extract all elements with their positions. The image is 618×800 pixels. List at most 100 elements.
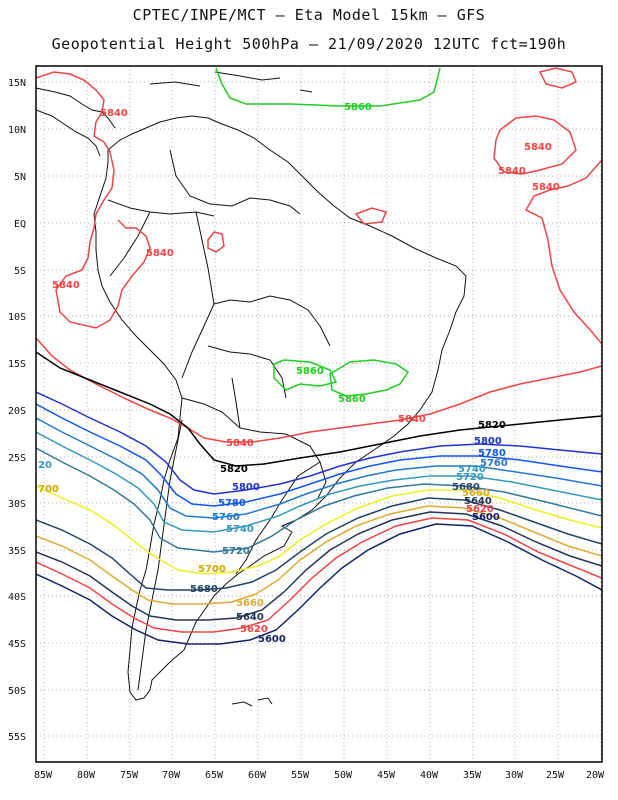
- lon-label: 80W: [77, 770, 96, 781]
- label-5820-b: 5820: [220, 464, 248, 475]
- caribbean-islands: [149, 71, 313, 93]
- label-5640-a: 5640: [464, 496, 492, 507]
- lon-label: 45W: [377, 770, 396, 781]
- contour-5840-corner: [538, 67, 577, 89]
- label-5680-a: 5680: [452, 482, 480, 493]
- contour-5680: [36, 497, 602, 591]
- lat-label: 10S: [8, 312, 26, 323]
- lat-label: 25S: [8, 453, 26, 464]
- contour-5600: [36, 523, 602, 645]
- label-5660-b: 5660: [236, 598, 264, 609]
- lon-label: 35W: [463, 770, 482, 781]
- lon-label: 85W: [34, 770, 53, 781]
- lon-label: 55W: [291, 770, 310, 781]
- label-5720-b: 5720: [222, 546, 250, 557]
- country-borders: [107, 149, 331, 691]
- contour-5840-island: [207, 231, 225, 253]
- contour-5820: [36, 351, 602, 467]
- contour-5780: [36, 403, 602, 507]
- lat-label: 35S: [8, 546, 26, 557]
- contour-5860-south-a: [273, 359, 338, 391]
- contour-5660: [36, 505, 602, 605]
- label-5860-north: 5860: [344, 102, 372, 113]
- label-5640-b: 5640: [236, 612, 264, 623]
- lon-label: 70W: [162, 770, 181, 781]
- label-5660-a: 5660: [462, 488, 490, 499]
- label-5840-g: 5840: [398, 414, 426, 425]
- label-5780-a: 5780: [478, 448, 506, 459]
- lat-label: 15N: [8, 78, 26, 89]
- label-5840-e: 5840: [498, 166, 526, 177]
- map-frame: [35, 65, 603, 763]
- lat-label: 50S: [8, 686, 26, 697]
- label-5620-b: 5620: [240, 624, 268, 635]
- coastline-layer: [36, 71, 467, 707]
- contour-5860-south-b: [329, 359, 410, 397]
- lon-label: 75W: [120, 770, 139, 781]
- contour-5620: [36, 517, 602, 633]
- lat-label: 15S: [8, 359, 26, 370]
- map-title-line-1: CPTEC/INPE/MCT – Eta Model 15km – GFS: [132, 6, 486, 24]
- label-5740-a: 5740: [458, 464, 486, 475]
- label-5840-c: 5840: [52, 280, 80, 291]
- contour-5760: [36, 417, 602, 519]
- contour-5840-ring: [354, 207, 388, 225]
- lat-label: 5S: [14, 266, 26, 277]
- label-5840-f: 5840: [532, 182, 560, 193]
- contour-layer: [36, 67, 602, 645]
- lat-label: 45S: [8, 639, 26, 650]
- label-5700: 5700: [198, 564, 226, 575]
- label-5760-b: 5760: [212, 512, 240, 523]
- contour-5640: [36, 511, 602, 621]
- lat-label: 40S: [8, 592, 26, 603]
- label-5680-b: 5680: [190, 584, 218, 595]
- lon-label: 50W: [334, 770, 353, 781]
- falkland-islands: [231, 697, 273, 707]
- label-5780-b: 5780: [218, 498, 246, 509]
- label-5720-a: 5720: [456, 472, 484, 483]
- label-edge-700: 700: [38, 484, 59, 495]
- lon-label: 65W: [205, 770, 224, 781]
- lon-label: 30W: [505, 770, 524, 781]
- lat-label: 10N: [8, 125, 26, 136]
- lat-label: EQ: [14, 219, 26, 230]
- lat-label: 20S: [8, 406, 26, 417]
- label-edge-20: 20: [38, 460, 52, 471]
- label-5800-b: 5800: [232, 482, 260, 493]
- lon-label: 40W: [420, 770, 439, 781]
- contour-5740: [36, 431, 602, 533]
- central-america-coastline: [36, 87, 116, 157]
- label-5860-south: 5860: [296, 366, 324, 377]
- map-title-line-2: Geopotential Height 500hPa – 21/09/2020 …: [51, 35, 567, 53]
- lon-label: 60W: [248, 770, 267, 781]
- label-5840-b: 5840: [146, 248, 174, 259]
- contour-5720: [36, 447, 602, 553]
- contour-labels: 5860 5860 5860 5840 5840 5840 5840 5840 …: [38, 102, 560, 645]
- contour-5800: [36, 391, 602, 495]
- contour-5840-ne: [493, 115, 577, 175]
- label-5760-a: 5760: [480, 458, 508, 469]
- label-5840-d: 5840: [524, 142, 552, 153]
- label-5820-a: 5820: [478, 420, 506, 431]
- label-5840-h: 5840: [226, 438, 254, 449]
- lat-label: 30S: [8, 499, 26, 510]
- latitude-axis: 15N 10N 5N EQ 5S 10S 15S 20S 25S 30S 35S…: [8, 78, 26, 743]
- label-5840-a: 5840: [100, 108, 128, 119]
- label-5600-b: 5600: [258, 634, 286, 645]
- label-5740-b: 5740: [226, 524, 254, 535]
- label-5860-south-2: 5860: [338, 394, 366, 405]
- lon-label: 25W: [546, 770, 565, 781]
- contour-5840-east: [524, 159, 602, 345]
- label-5800-a: 5800: [474, 436, 502, 447]
- contour-5860-north: [215, 67, 441, 107]
- contour-5700: [36, 485, 602, 575]
- label-5620-a: 5620: [466, 504, 494, 515]
- lat-label: 5N: [14, 172, 26, 183]
- lon-label: 20W: [586, 770, 605, 781]
- lat-label: 55S: [8, 732, 26, 743]
- contour-5840-south: [36, 337, 602, 443]
- longitude-axis: 85W 80W 75W 70W 65W 60W 55W 50W 45W 40W …: [34, 770, 605, 781]
- contour-5840-west: [36, 71, 151, 329]
- label-5600-a: 5600: [472, 512, 500, 523]
